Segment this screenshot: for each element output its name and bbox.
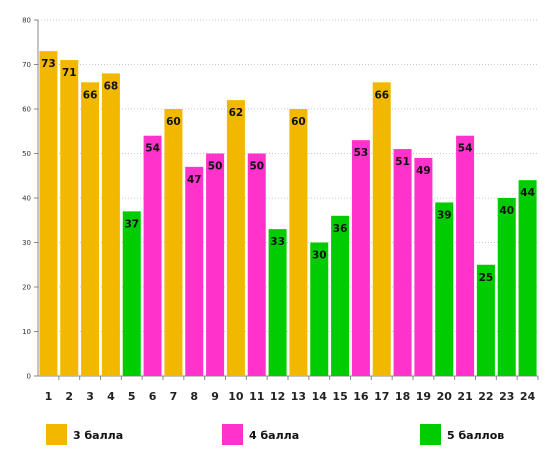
x-tick-label: 17 [374, 390, 389, 403]
data-label: 25 [479, 272, 494, 284]
x-tick-label: 23 [499, 390, 514, 403]
data-label: 49 [416, 165, 431, 177]
y-tick-label: 30 [22, 239, 31, 247]
data-label: 47 [187, 174, 202, 186]
x-tick-label: 4 [107, 390, 115, 403]
data-label: 54 [145, 143, 160, 155]
x-tick-label: 9 [211, 390, 219, 403]
legend-swatch [420, 424, 441, 445]
data-label: 54 [458, 143, 473, 155]
data-label: 37 [124, 218, 139, 230]
bar [310, 242, 329, 376]
legend-swatch [222, 424, 243, 445]
x-tick-label: 20 [437, 390, 453, 403]
x-tick-label: 8 [190, 390, 198, 403]
bar [247, 153, 266, 376]
bar [518, 180, 537, 376]
data-label: 53 [354, 147, 369, 159]
x-tick-label: 6 [149, 390, 157, 403]
data-label: 51 [395, 156, 410, 168]
y-tick-label: 40 [22, 195, 31, 203]
x-tick-label: 24 [520, 390, 536, 403]
data-label: 68 [104, 80, 119, 92]
x-tick-label: 11 [249, 390, 264, 403]
legend-label: 4 балла [249, 429, 299, 442]
data-label: 60 [291, 116, 306, 128]
bar [81, 82, 100, 377]
bar [372, 82, 391, 377]
data-label: 50 [249, 161, 264, 173]
data-label: 40 [499, 205, 514, 217]
bars-layer [39, 51, 537, 377]
bar [414, 157, 433, 376]
bar [351, 140, 370, 376]
data-label: 33 [270, 236, 285, 248]
x-tick-label: 10 [228, 390, 244, 403]
y-tick-label: 80 [22, 17, 31, 25]
bar [101, 73, 120, 377]
bar [435, 202, 454, 376]
x-tick-label: 19 [416, 390, 431, 403]
bar [226, 100, 245, 376]
data-label: 66 [83, 89, 98, 101]
y-tick-label: 20 [22, 284, 31, 292]
x-tick-label: 3 [86, 390, 94, 403]
x-tick-label: 18 [395, 390, 410, 403]
data-label: 44 [520, 187, 535, 199]
legend: 3 балла 4 балла 5 баллов [46, 424, 504, 445]
data-label: 30 [312, 250, 327, 262]
bar [289, 109, 308, 376]
bar [185, 166, 204, 376]
data-label: 73 [41, 58, 56, 70]
x-tick-label: 12 [270, 390, 285, 403]
bar [39, 51, 58, 377]
bar [497, 198, 516, 376]
x-tick-label: 21 [457, 390, 472, 403]
bar [331, 215, 350, 376]
data-label: 60 [166, 116, 181, 128]
data-label: 71 [62, 67, 77, 79]
bar [60, 60, 79, 377]
data-labels-layer: 73 71 66 68 37 54 60 47 50 62 50 33 60 30 36 53 66 51 49 39… [41, 58, 535, 284]
legend-label: 5 баллов [447, 429, 504, 442]
x-tick-label: 16 [353, 390, 369, 403]
y-tick-label: 50 [22, 150, 31, 158]
y-tick-label: 0 [27, 373, 31, 381]
legend-label: 3 балла [73, 429, 123, 442]
bar [122, 211, 141, 376]
x-tick-label: 14 [312, 390, 328, 403]
data-label: 39 [437, 209, 452, 221]
data-label: 66 [374, 89, 389, 101]
bar [393, 149, 412, 376]
x-tick-label: 2 [65, 390, 73, 403]
y-tick-label: 70 [22, 61, 31, 69]
bar [143, 135, 162, 376]
bar [268, 229, 287, 376]
x-tick-label: 5 [128, 390, 136, 403]
data-label: 50 [208, 161, 223, 173]
x-tick-label: 22 [478, 390, 493, 403]
data-label: 36 [333, 223, 348, 235]
bar [164, 109, 183, 376]
y-tick-label: 10 [22, 328, 31, 336]
legend-swatch [46, 424, 67, 445]
bar [456, 135, 475, 376]
data-label: 62 [229, 107, 244, 119]
x-tick-label: 15 [332, 390, 347, 403]
bar [206, 153, 225, 376]
x-tick-label: 13 [291, 390, 306, 403]
grid-layer [38, 19, 538, 332]
x-tick-label: 7 [170, 390, 178, 403]
bar [476, 264, 495, 376]
x-tick-label: 1 [45, 390, 53, 403]
y-tick-label: 60 [22, 106, 31, 114]
